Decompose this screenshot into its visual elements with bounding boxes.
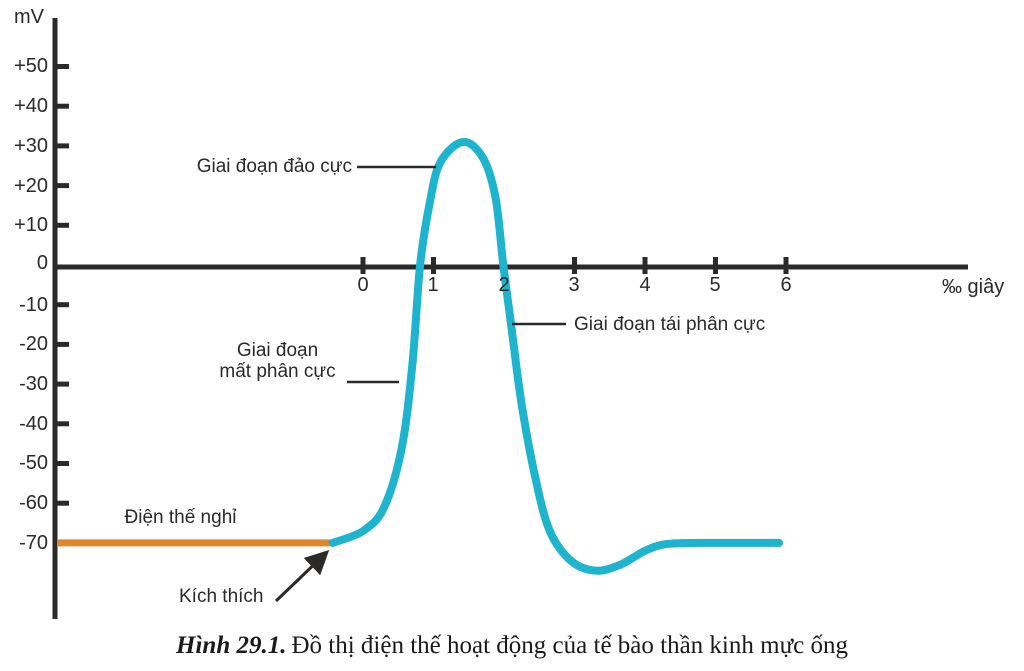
annotation-dien-the-nghi: Điện thế nghỉ	[124, 507, 237, 528]
y-tick-label: +50	[14, 55, 48, 77]
y-tick-label: +40	[14, 95, 48, 117]
x-tick-label: 4	[639, 274, 651, 296]
y-tick-label: -20	[19, 333, 48, 355]
annotation-mat-phan-cuc: Giai đoạn mất phân cực	[205, 340, 350, 382]
annotation-mat-phan-cuc-line2: mất phân cực	[219, 361, 336, 382]
action-potential-curve	[328, 137, 783, 575]
y-axis-unit-label: mV	[14, 6, 44, 28]
x-tick-label: 2	[498, 274, 510, 296]
figure-caption: Hình 29.1. Đồ thị điện thế hoạt động của …	[0, 632, 1024, 660]
x-tick-label: 3	[568, 274, 580, 296]
x-tick-label: 1	[427, 274, 439, 296]
y-tick-label: -50	[19, 452, 48, 474]
x-axis-unit-label: ‰ giây	[942, 276, 1005, 298]
y-tick-label: -60	[19, 492, 48, 514]
y-tick-label: 0	[36, 252, 48, 274]
annotation-tai-phan-cuc: Giai đoạn tái phân cực	[574, 314, 766, 335]
annotation-kich-thich: Kích thích	[179, 586, 264, 607]
stimulus-arrow	[274, 550, 330, 603]
annotation-dao-cuc: Giai đoạn đảo cực	[196, 156, 352, 177]
y-tick-label: -10	[19, 294, 48, 316]
figure-caption-text: Đồ thị điện thế hoạt động của tế bào thầ…	[291, 632, 848, 659]
y-tick-label: -40	[19, 413, 48, 435]
y-tick-label: +10	[14, 214, 48, 236]
x-tick-label: 6	[780, 274, 792, 296]
y-tick-label: -30	[19, 373, 48, 395]
x-tick-label: 0	[357, 274, 369, 296]
x-tick-label: 5	[709, 274, 721, 296]
annotation-mat-phan-cuc-line1: Giai đoạn	[236, 340, 319, 361]
y-tick-label: +20	[14, 175, 48, 197]
y-tick-label: -70	[19, 532, 48, 554]
figure-caption-number: Hình 29.1.	[176, 632, 287, 659]
y-tick-label: +30	[14, 135, 48, 157]
